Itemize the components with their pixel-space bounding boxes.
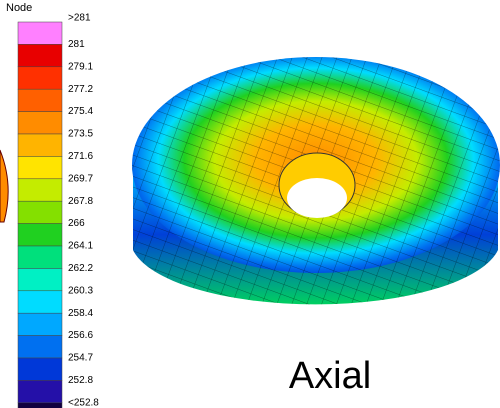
legend-swatch xyxy=(18,380,62,402)
partial-model xyxy=(0,150,8,222)
legend-label: 271.6 xyxy=(68,151,93,162)
legend-label: 281 xyxy=(68,39,85,50)
legend-label: 252.8 xyxy=(68,375,93,386)
legend-swatch xyxy=(18,358,62,380)
legend-swatch xyxy=(18,224,62,246)
caption: Axial xyxy=(289,355,371,397)
legend-swatch xyxy=(18,291,62,313)
legend-swatch xyxy=(18,201,62,223)
legend-swatch xyxy=(18,313,62,335)
legend-title: Node xyxy=(6,2,32,14)
legend-swatch xyxy=(18,44,62,66)
legend-label: 254.7 xyxy=(68,353,93,364)
legend-swatch xyxy=(18,112,62,134)
legend-label: 264.1 xyxy=(68,241,93,252)
legend-swatch xyxy=(18,89,62,111)
legend-label: 275.4 xyxy=(68,106,93,117)
legend-label: 279.1 xyxy=(68,61,93,72)
legend-swatch xyxy=(18,336,62,358)
result-view: Node >281 281 279.1 277.2 275.4 273.5 271.6 269… xyxy=(0,0,500,408)
legend-label: >281 xyxy=(68,13,91,24)
legend-label: 258.4 xyxy=(68,308,93,319)
legend: Node >281 281 279.1 277.2 275.4 273.5 271.6 269… xyxy=(6,2,99,408)
legend-label: 256.6 xyxy=(68,330,93,341)
legend-label: 262.2 xyxy=(68,263,93,274)
legend-swatch xyxy=(18,403,62,408)
legend-swatch xyxy=(18,67,62,89)
legend-swatch xyxy=(18,134,62,156)
legend-label: 266 xyxy=(68,218,85,229)
legend-swatch xyxy=(18,268,62,290)
legend-swatch xyxy=(18,156,62,178)
hole xyxy=(287,178,347,218)
legend-label: 269.7 xyxy=(68,173,93,184)
legend-swatch xyxy=(18,179,62,201)
legend-label: <252.8 xyxy=(68,397,99,408)
legend-swatch xyxy=(18,246,62,268)
legend-label: 277.2 xyxy=(68,84,93,95)
legend-swatch xyxy=(18,22,62,44)
legend-label: 273.5 xyxy=(68,129,93,140)
legend-label: 260.3 xyxy=(68,285,93,296)
screenshot: Node >281 281 279.1 277.2 275.4 273.5 271.6 269… xyxy=(0,0,500,408)
legend-label: 267.8 xyxy=(68,196,93,207)
